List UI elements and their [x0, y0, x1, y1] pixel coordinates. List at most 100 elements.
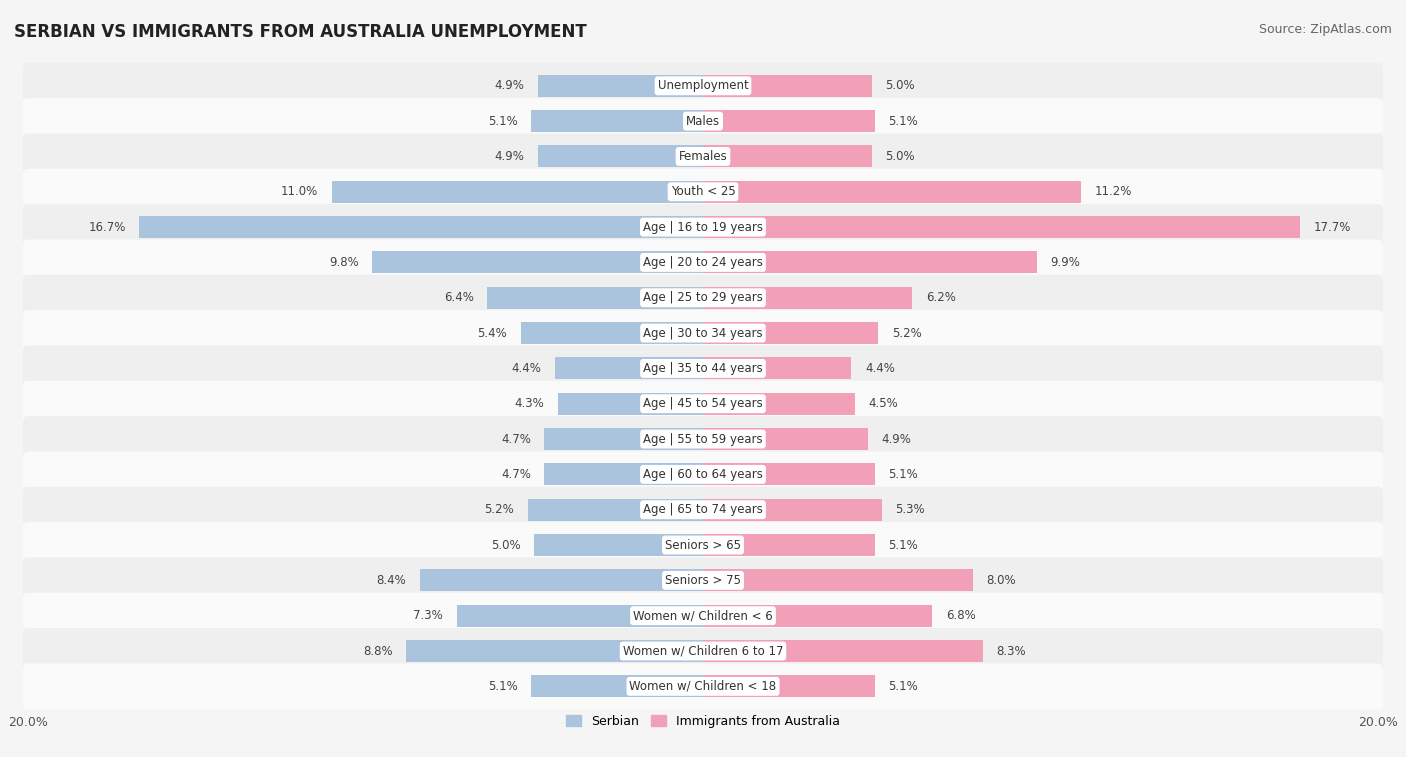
Legend: Serbian, Immigrants from Australia: Serbian, Immigrants from Australia — [561, 710, 845, 733]
Text: Age | 30 to 34 years: Age | 30 to 34 years — [643, 326, 763, 340]
Bar — [527, 499, 703, 521]
Text: Age | 20 to 24 years: Age | 20 to 24 years — [643, 256, 763, 269]
FancyBboxPatch shape — [22, 133, 1384, 179]
Text: 4.9%: 4.9% — [495, 150, 524, 163]
FancyBboxPatch shape — [22, 345, 1384, 391]
Bar — [544, 463, 703, 485]
Bar — [703, 428, 869, 450]
FancyBboxPatch shape — [22, 63, 1384, 109]
Bar — [703, 357, 852, 379]
Text: 5.0%: 5.0% — [491, 538, 520, 552]
Text: 16.7%: 16.7% — [89, 220, 127, 234]
Text: SERBIAN VS IMMIGRANTS FROM AUSTRALIA UNEMPLOYMENT: SERBIAN VS IMMIGRANTS FROM AUSTRALIA UNE… — [14, 23, 586, 41]
Text: Age | 45 to 54 years: Age | 45 to 54 years — [643, 397, 763, 410]
Text: 4.4%: 4.4% — [865, 362, 894, 375]
Text: 7.3%: 7.3% — [413, 609, 443, 622]
Text: 4.7%: 4.7% — [501, 432, 531, 446]
FancyBboxPatch shape — [22, 416, 1384, 462]
Text: Age | 55 to 59 years: Age | 55 to 59 years — [643, 432, 763, 446]
Bar — [332, 181, 703, 203]
Text: 11.2%: 11.2% — [1094, 185, 1132, 198]
FancyBboxPatch shape — [22, 663, 1384, 709]
FancyBboxPatch shape — [22, 239, 1384, 285]
Bar — [703, 145, 872, 167]
Text: 6.2%: 6.2% — [925, 291, 956, 304]
Bar — [406, 640, 703, 662]
Bar — [703, 287, 912, 309]
Text: Age | 25 to 29 years: Age | 25 to 29 years — [643, 291, 763, 304]
Bar — [703, 675, 875, 697]
Text: Age | 35 to 44 years: Age | 35 to 44 years — [643, 362, 763, 375]
Text: 4.4%: 4.4% — [512, 362, 541, 375]
Bar — [531, 675, 703, 697]
Bar — [703, 181, 1081, 203]
Text: Age | 60 to 64 years: Age | 60 to 64 years — [643, 468, 763, 481]
Bar — [531, 111, 703, 132]
Text: 8.3%: 8.3% — [997, 644, 1026, 658]
Bar — [457, 605, 703, 627]
Text: 5.0%: 5.0% — [886, 150, 915, 163]
Bar — [558, 393, 703, 415]
Text: 6.8%: 6.8% — [946, 609, 976, 622]
Text: 5.0%: 5.0% — [886, 79, 915, 92]
Text: Seniors > 65: Seniors > 65 — [665, 538, 741, 552]
FancyBboxPatch shape — [22, 522, 1384, 568]
Text: 8.8%: 8.8% — [363, 644, 392, 658]
Bar — [703, 251, 1038, 273]
Text: 5.1%: 5.1% — [889, 680, 918, 693]
Bar — [703, 499, 882, 521]
FancyBboxPatch shape — [22, 169, 1384, 215]
Text: 5.1%: 5.1% — [488, 114, 517, 128]
Bar — [139, 217, 703, 238]
Text: 5.4%: 5.4% — [478, 326, 508, 340]
Bar — [703, 322, 879, 344]
FancyBboxPatch shape — [22, 381, 1384, 427]
Text: Males: Males — [686, 114, 720, 128]
Bar — [703, 640, 983, 662]
Text: 4.3%: 4.3% — [515, 397, 544, 410]
Text: 4.9%: 4.9% — [495, 79, 524, 92]
FancyBboxPatch shape — [22, 98, 1384, 144]
Text: 9.9%: 9.9% — [1050, 256, 1080, 269]
Text: 5.1%: 5.1% — [889, 114, 918, 128]
Text: 8.0%: 8.0% — [987, 574, 1017, 587]
FancyBboxPatch shape — [22, 593, 1384, 639]
FancyBboxPatch shape — [22, 451, 1384, 497]
Text: Source: ZipAtlas.com: Source: ZipAtlas.com — [1258, 23, 1392, 36]
FancyBboxPatch shape — [22, 487, 1384, 533]
Bar — [554, 357, 703, 379]
Text: 5.2%: 5.2% — [891, 326, 922, 340]
Text: Women w/ Children 6 to 17: Women w/ Children 6 to 17 — [623, 644, 783, 658]
Bar — [703, 75, 872, 97]
Text: 5.3%: 5.3% — [896, 503, 925, 516]
Bar — [703, 605, 932, 627]
Text: Youth < 25: Youth < 25 — [671, 185, 735, 198]
Bar — [486, 287, 703, 309]
Text: 9.8%: 9.8% — [329, 256, 359, 269]
Text: 5.1%: 5.1% — [488, 680, 517, 693]
Bar — [373, 251, 703, 273]
Bar — [703, 569, 973, 591]
Text: 4.7%: 4.7% — [501, 468, 531, 481]
Bar — [419, 569, 703, 591]
Bar — [703, 217, 1301, 238]
Text: 17.7%: 17.7% — [1313, 220, 1351, 234]
Text: Women w/ Children < 6: Women w/ Children < 6 — [633, 609, 773, 622]
Text: Seniors > 75: Seniors > 75 — [665, 574, 741, 587]
Text: 4.5%: 4.5% — [869, 397, 898, 410]
Bar — [520, 322, 703, 344]
Text: 6.4%: 6.4% — [444, 291, 474, 304]
Text: 11.0%: 11.0% — [281, 185, 318, 198]
FancyBboxPatch shape — [22, 310, 1384, 356]
Bar — [703, 463, 875, 485]
Text: 5.2%: 5.2% — [484, 503, 515, 516]
Bar — [534, 534, 703, 556]
FancyBboxPatch shape — [22, 628, 1384, 674]
Text: 5.1%: 5.1% — [889, 538, 918, 552]
FancyBboxPatch shape — [22, 275, 1384, 321]
Bar — [703, 111, 875, 132]
Text: Females: Females — [679, 150, 727, 163]
Text: Age | 65 to 74 years: Age | 65 to 74 years — [643, 503, 763, 516]
Bar — [537, 75, 703, 97]
Bar — [537, 145, 703, 167]
